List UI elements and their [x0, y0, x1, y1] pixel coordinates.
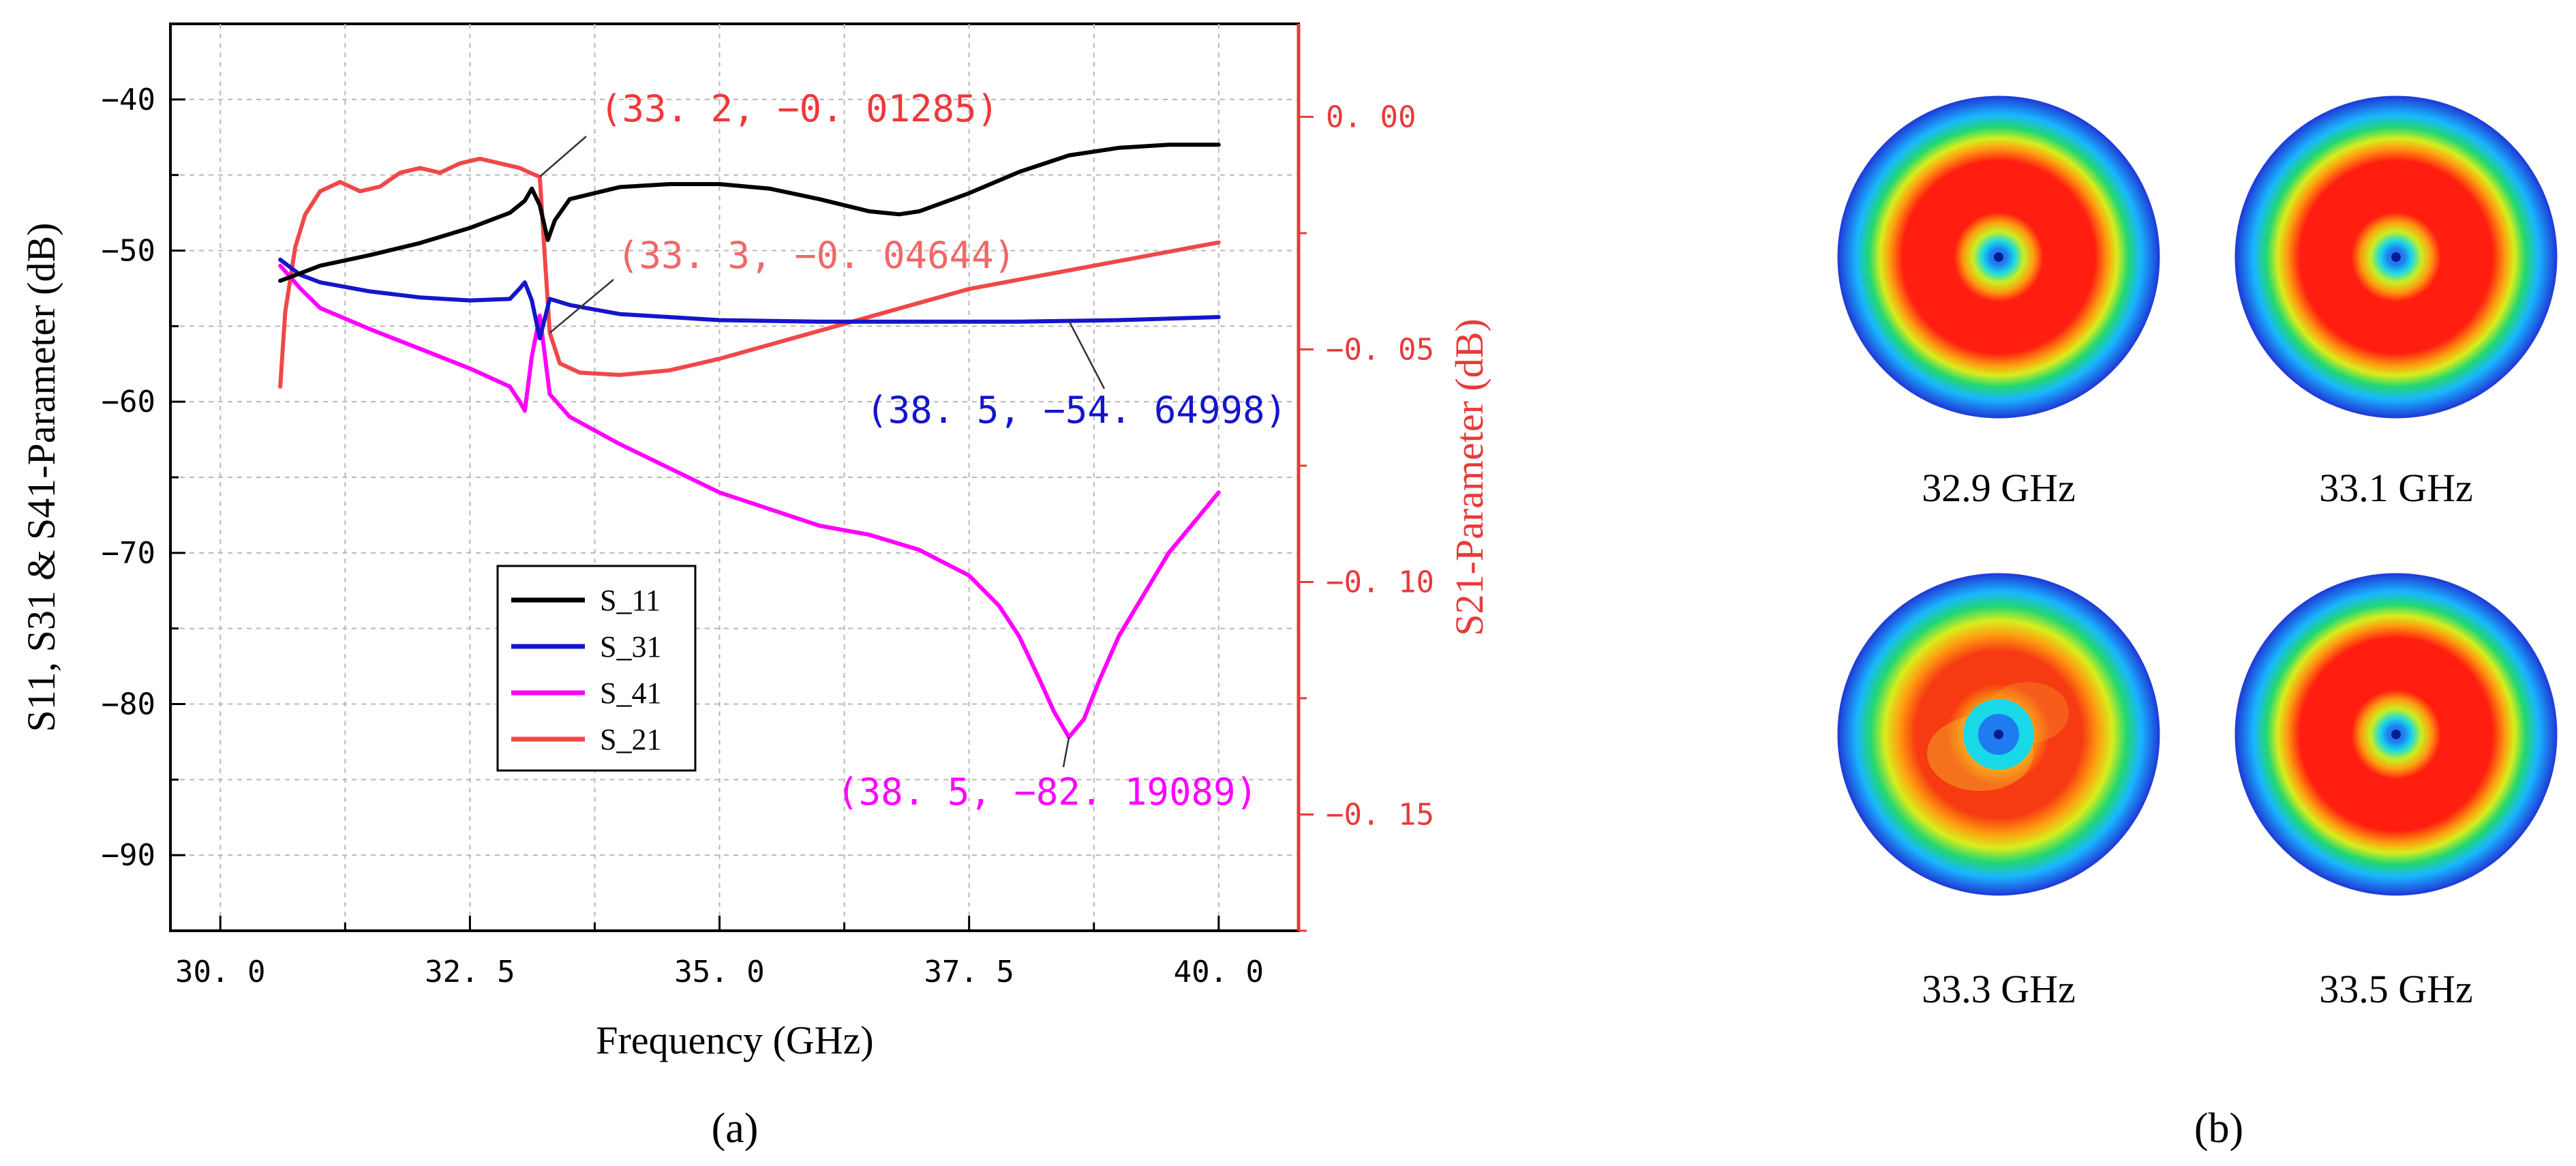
x-tick-label: 40. 0 [1174, 955, 1264, 989]
grid [170, 24, 1299, 931]
radiation-plot-4: 33.5 GHz [2234, 573, 2558, 1011]
right-tick-label: 0. 00 [1326, 100, 1416, 134]
panel-label-a-text: (a) [712, 1105, 759, 1152]
right-tick-label: −0. 05 [1326, 332, 1434, 367]
panel-label-a: (a) [712, 1105, 759, 1152]
annotation-label: (38. 5, −54. 64998) [866, 389, 1287, 432]
annotation-leader [549, 279, 614, 334]
plot-caption-2: 33.1 GHz [2319, 466, 2473, 510]
legend-label: S_21 [600, 723, 661, 756]
radiation-plot-2: 33.1 GHz [2234, 95, 2558, 510]
y-tick-label: −90 [102, 838, 155, 873]
center-dot-icon [2391, 252, 2401, 262]
plot-caption-4: 33.5 GHz [2319, 967, 2473, 1011]
center-dot-icon [1994, 252, 2003, 262]
y-tick-label: −50 [102, 234, 155, 269]
x-tick-label: 35. 0 [674, 955, 764, 989]
annotation-label: (33. 2, −0. 01285) [600, 87, 999, 130]
legend-label: S_31 [600, 630, 661, 663]
left-axis-ticks: −40 −50 −60 −70 −80 −90 [102, 83, 185, 873]
legend: S_11 S_31 S_41 S_21 [496, 565, 697, 772]
right-tick-label: −0. 15 [1326, 797, 1434, 832]
radiation-plot-1: 32.9 GHz [1837, 95, 2160, 510]
series-layer [278, 143, 1221, 739]
y-tick-label: −40 [102, 83, 155, 117]
center-dot-icon [1994, 730, 2003, 739]
left-axis-title: S11, S31 & S41-Parameter (dB) [19, 223, 63, 732]
annotation-label: (33. 3, −0. 04644) [617, 234, 1016, 277]
series-line-s11 [278, 143, 1221, 283]
x-tick-label: 32. 5 [425, 955, 515, 989]
annotation-leader [1068, 320, 1106, 389]
panel-b: 32.9 GHz 33.1 GHz 33.3 GHz 33.5 GHz (b) [1837, 95, 2558, 1152]
legend-label: S_11 [600, 584, 661, 617]
annotation-label: (38. 5, −82. 19089) [836, 771, 1258, 813]
plot-caption-1: 32.9 GHz [1922, 466, 2076, 510]
bottom-axis-ticks: 30. 0 32. 5 35. 0 37. 5 40. 0 [175, 916, 1264, 989]
right-axis-ticks: 0. 00 −0. 05 −0. 10 −0. 15 [1299, 100, 1434, 932]
x-tick-label: 37. 5 [924, 955, 1014, 989]
center-dot-icon [2391, 730, 2401, 739]
series-line-s41 [278, 263, 1221, 739]
x-axis-title: Frequency (GHz) [596, 1018, 873, 1062]
plot-caption-3: 33.3 GHz [1922, 967, 2076, 1011]
y-tick-label: −80 [102, 687, 155, 722]
right-tick-label: −0. 10 [1326, 565, 1434, 599]
radiation-plot-3: 33.3 GHz [1837, 573, 2160, 1011]
panel-label-b-text: (b) [2194, 1105, 2243, 1152]
panel-label-b: (b) [2194, 1105, 2243, 1152]
y-tick-label: −60 [102, 385, 155, 419]
legend-label: S_41 [600, 676, 661, 710]
panel-a: −40 −50 −60 −70 −80 −90 30. 0 32. 5 35. 0 37. 5 4… [19, 23, 1491, 1152]
y-tick-label: −70 [102, 536, 155, 571]
series-line-s31 [278, 257, 1221, 341]
right-axis-title: S21-Parameter (dB) [1447, 318, 1491, 636]
annotation-leader [1062, 736, 1070, 768]
x-tick-label: 30. 0 [175, 955, 265, 989]
annotation-leader [539, 136, 587, 177]
annotations: (33. 2, −0. 01285) (33. 3, −0. 04644) (38.… [539, 87, 1287, 813]
